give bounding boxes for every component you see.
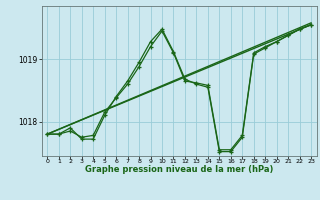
X-axis label: Graphe pression niveau de la mer (hPa): Graphe pression niveau de la mer (hPa) bbox=[85, 165, 273, 174]
